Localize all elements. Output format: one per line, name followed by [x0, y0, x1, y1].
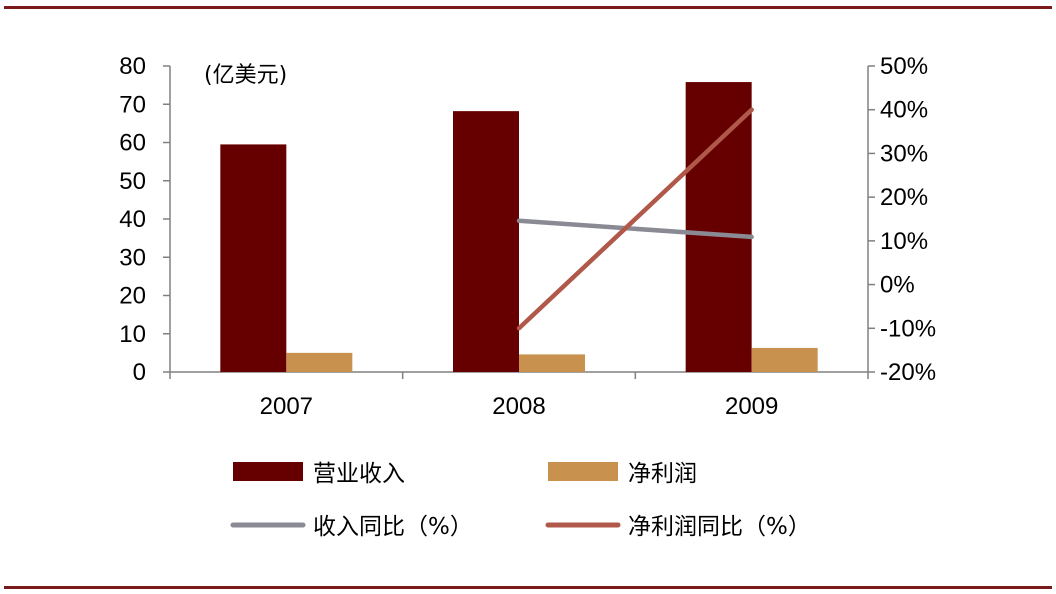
y-left-tick-label: 30: [119, 244, 146, 271]
y-left-tick-label: 70: [119, 91, 146, 118]
bar-net-profit: [286, 352, 353, 372]
y-left-tick-label: 20: [119, 283, 146, 310]
y-left-tick-label: 40: [119, 206, 146, 233]
line-revenue-yoy-segment: [516, 218, 754, 240]
legend-net-profit-label: 净利润: [628, 461, 697, 487]
y-left-tick-label: 80: [119, 53, 146, 80]
top-border: [4, 6, 1052, 9]
bottom-border: [4, 586, 1052, 589]
tick-labels: 0 10 20 30 40 50 60 70 80 -20% -10% 0% 10% 20% 30% 40% 5…: [119, 53, 936, 420]
lines: [516, 107, 754, 331]
bar-net-profit: [751, 347, 818, 372]
y-right-tick-label: -10%: [880, 315, 936, 342]
y-left-tick-label: 10: [119, 321, 146, 348]
legend-revenue-label: 营业收入: [313, 461, 405, 487]
y-right-tick-label: 40%: [880, 97, 928, 124]
y-right-tick-label: 50%: [880, 53, 928, 80]
y-right-tick-label: -20%: [880, 359, 936, 386]
x-tick-label: 2008: [492, 393, 545, 420]
legend-net-profit-yoy-label: 净利润同比（%）: [628, 514, 811, 540]
x-tick-label: 2007: [260, 393, 313, 420]
bar-revenue: [685, 82, 752, 372]
y-left-tick-label: 50: [119, 168, 146, 195]
y-left-tick-label: 0: [133, 359, 146, 386]
y-right-tick-label: 20%: [880, 184, 928, 211]
x-tick-label: 2009: [725, 393, 778, 420]
legend-revenue-yoy-label: 收入同比（%）: [313, 514, 473, 540]
legend-net-profit-swatch: [548, 462, 618, 481]
bar-revenue: [220, 144, 287, 372]
y-left-tick-label: 60: [119, 130, 146, 157]
bar-net-profit: [519, 354, 585, 372]
y-right-tick-label: 30%: [880, 140, 928, 167]
line-net-profit-yoy-segment: [516, 107, 754, 331]
unit-label: (亿美元): [204, 63, 287, 88]
y-right-tick-label: 10%: [880, 228, 928, 255]
y-right-tick-label: 0%: [880, 272, 915, 299]
legend-revenue-swatch: [233, 462, 303, 481]
bar-revenue: [453, 111, 519, 372]
bars: [220, 82, 818, 372]
